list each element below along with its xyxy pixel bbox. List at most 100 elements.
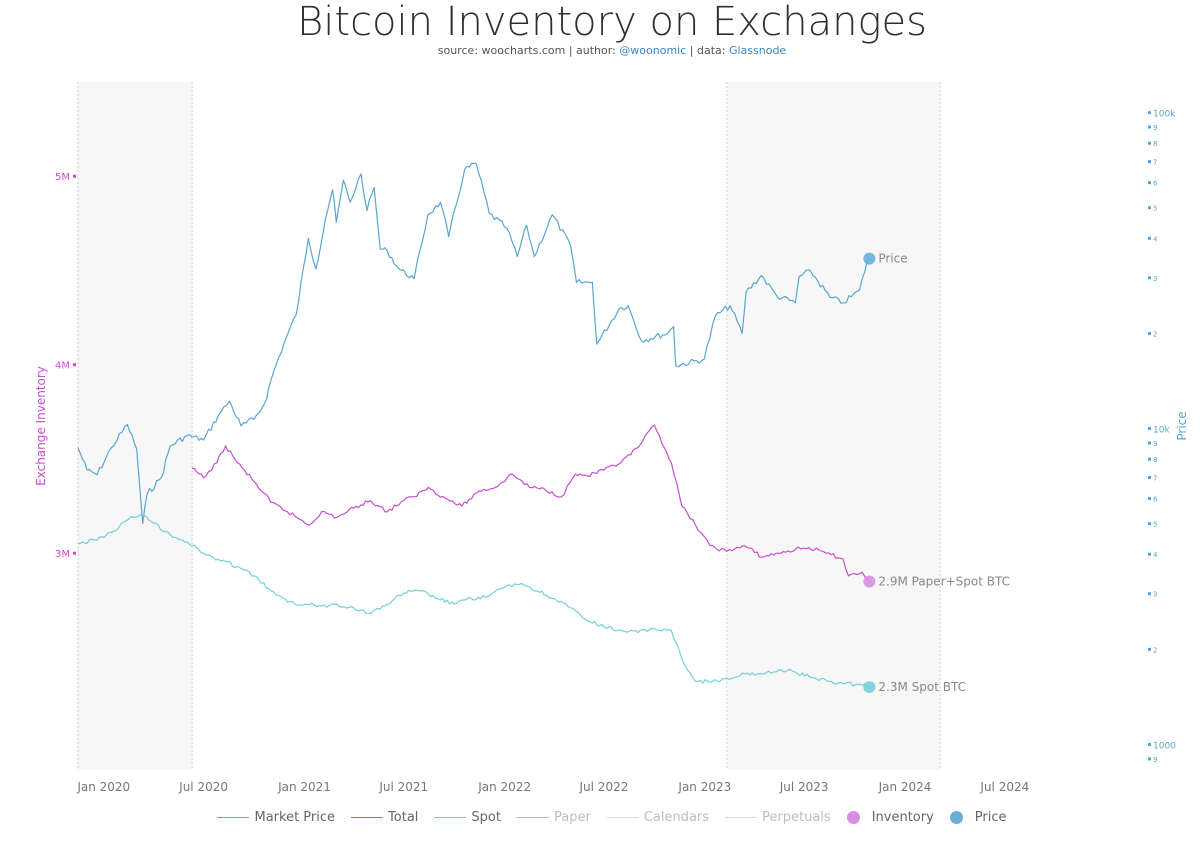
x-tick-label-8: Jan 2024	[878, 780, 932, 794]
legend-spot-label: Spot	[471, 810, 501, 825]
series-end-label-market-price: Price	[878, 252, 907, 266]
left-axis-label: Exchange Inventory	[34, 366, 48, 486]
right-major-tick-mark-2	[1148, 111, 1151, 115]
right-minor-tick-label-12: 6	[1153, 180, 1158, 188]
author-prefix: | author:	[568, 44, 616, 57]
left-tick-mark-1	[73, 363, 76, 367]
series-line-spot	[77, 513, 870, 688]
right-minor-tick-mark-7	[1148, 441, 1151, 445]
source-text: woocharts.com	[481, 44, 566, 57]
data-prefix: | data:	[689, 44, 726, 57]
legend-perpetuals-label: Perpetuals	[762, 810, 831, 825]
left-tick-mark-2	[73, 174, 76, 178]
right-minor-tick-label-13: 7	[1153, 159, 1157, 167]
right-minor-tick-label-10: 4	[1153, 235, 1158, 243]
right-minor-tick-mark-9	[1148, 276, 1151, 280]
right-minor-tick-label-1: 3	[1153, 591, 1157, 599]
chart-legend: Market Price Total Spot Paper Calendars Perpe…	[0, 810, 1200, 825]
series-line-market-price	[77, 162, 870, 525]
legend-paper-swatch	[516, 817, 549, 818]
legend-market-price[interactable]: Market Price	[217, 810, 335, 825]
series-line-total	[192, 424, 870, 582]
x-tick-label-2: Jan 2021	[277, 780, 331, 794]
legend-total-label: Total	[388, 810, 419, 825]
x-tick-label-3: Jul 2021	[378, 780, 428, 794]
source-prefix: source:	[437, 44, 479, 57]
right-major-tick-label-2: 100k	[1153, 110, 1176, 120]
legend-calendars-label: Calendars	[643, 810, 710, 825]
legend-calendars[interactable]: Calendars	[606, 810, 710, 825]
right-minor-tick-mark-21	[1148, 757, 1151, 761]
legend-total[interactable]: Total	[351, 810, 418, 825]
right-minor-tick-label-6: 8	[1153, 456, 1157, 464]
right-minor-tick-label-14: 8	[1153, 140, 1157, 148]
right-minor-tick-label-3: 5	[1153, 521, 1157, 529]
shaded-region-0	[78, 82, 193, 770]
right-axis-label: Price	[1175, 411, 1189, 440]
x-tick-label-5: Jul 2022	[579, 780, 629, 794]
legend-perpetuals-swatch	[725, 817, 758, 818]
right-minor-tick-mark-8	[1148, 331, 1151, 335]
legend-price-swatch	[949, 811, 963, 824]
right-major-tick-label-1: 10k	[1153, 426, 1170, 436]
legend-market-price-swatch	[217, 817, 250, 818]
series-end-label-spot: 2.3M Spot BTC	[878, 680, 966, 694]
left-tick-mark-0	[73, 551, 76, 555]
right-minor-tick-mark-15	[1148, 125, 1151, 129]
right-minor-tick-mark-0	[1148, 647, 1151, 651]
right-minor-tick-mark-1	[1148, 592, 1151, 596]
legend-price-label: Price	[974, 810, 1007, 825]
author-link[interactable]: @woonomic	[619, 44, 687, 57]
right-minor-tick-mark-12	[1148, 181, 1151, 185]
right-minor-tick-mark-10	[1148, 236, 1151, 240]
left-tick-label-0: 3M	[55, 549, 70, 560]
chart-title: Bitcoin Inventory on Exchanges	[297, 0, 927, 45]
right-minor-tick-mark-5	[1148, 475, 1151, 479]
right-minor-tick-label-4: 6	[1153, 496, 1158, 504]
legend-price[interactable]: Price	[949, 810, 1007, 825]
right-minor-tick-label-21: 9	[1153, 756, 1157, 764]
right-minor-tick-mark-3	[1148, 522, 1151, 526]
legend-market-price-label: Market Price	[254, 810, 336, 825]
right-minor-tick-mark-4	[1148, 497, 1151, 501]
legend-paper[interactable]: Paper	[516, 810, 591, 825]
legend-spot[interactable]: Spot	[434, 810, 501, 825]
right-minor-tick-label-5: 7	[1153, 474, 1157, 482]
legend-paper-label: Paper	[553, 810, 591, 825]
right-major-tick-mark-1	[1148, 427, 1151, 431]
series-end-label-total: 2.9M Paper+Spot BTC	[878, 575, 1010, 589]
right-minor-tick-label-11: 5	[1153, 205, 1157, 213]
right-minor-tick-mark-14	[1148, 141, 1151, 145]
series-end-dot-total	[863, 575, 876, 588]
legend-perpetuals[interactable]: Perpetuals	[725, 810, 831, 825]
left-tick-label-2: 5M	[55, 172, 70, 183]
x-tick-label-4: Jan 2022	[477, 780, 531, 794]
right-minor-tick-label-0: 2	[1153, 646, 1157, 654]
right-minor-tick-mark-13	[1148, 160, 1151, 164]
right-minor-tick-label-8: 2	[1153, 330, 1157, 338]
right-minor-tick-mark-2	[1148, 552, 1151, 556]
right-minor-tick-label-2: 4	[1153, 551, 1158, 559]
x-tick-label-9: Jul 2024	[979, 780, 1029, 794]
right-minor-tick-mark-6	[1148, 457, 1151, 461]
series-end-dot-market-price	[863, 252, 876, 265]
right-minor-tick-mark-11	[1148, 206, 1151, 210]
x-tick-label-1: Jul 2020	[178, 780, 228, 794]
series-end-dot-spot	[863, 681, 876, 694]
right-minor-tick-label-15: 9	[1153, 124, 1157, 132]
x-tick-label-0: Jan 2020	[76, 780, 130, 794]
legend-calendars-swatch	[606, 817, 639, 818]
right-minor-tick-label-7: 9	[1153, 440, 1157, 448]
x-tick-label-7: Jul 2023	[779, 780, 829, 794]
legend-inventory-swatch	[846, 811, 860, 824]
x-tick-label-6: Jan 2023	[677, 780, 731, 794]
right-minor-tick-label-9: 3	[1153, 275, 1157, 283]
right-major-tick-label-0: 1000	[1153, 741, 1176, 751]
data-source-link[interactable]: Glassnode	[728, 44, 787, 57]
legend-inventory[interactable]: Inventory	[846, 810, 934, 825]
legend-total-swatch	[351, 817, 384, 818]
shaded-region-1	[726, 82, 941, 770]
chart-subtitle: source: woocharts.com | author: @woonomi…	[0, 44, 1200, 57]
legend-spot-swatch	[434, 817, 467, 818]
